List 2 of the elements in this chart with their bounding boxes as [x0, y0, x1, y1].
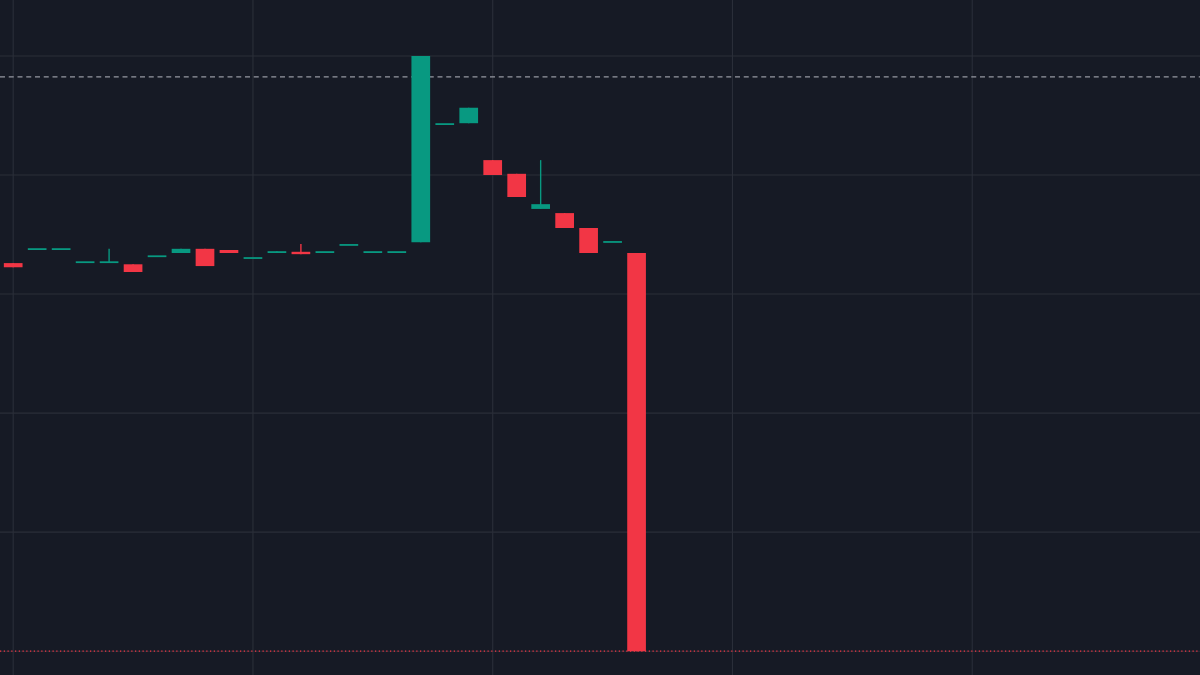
- candlestick: [531, 159, 551, 210]
- candlestick: [99, 248, 119, 264]
